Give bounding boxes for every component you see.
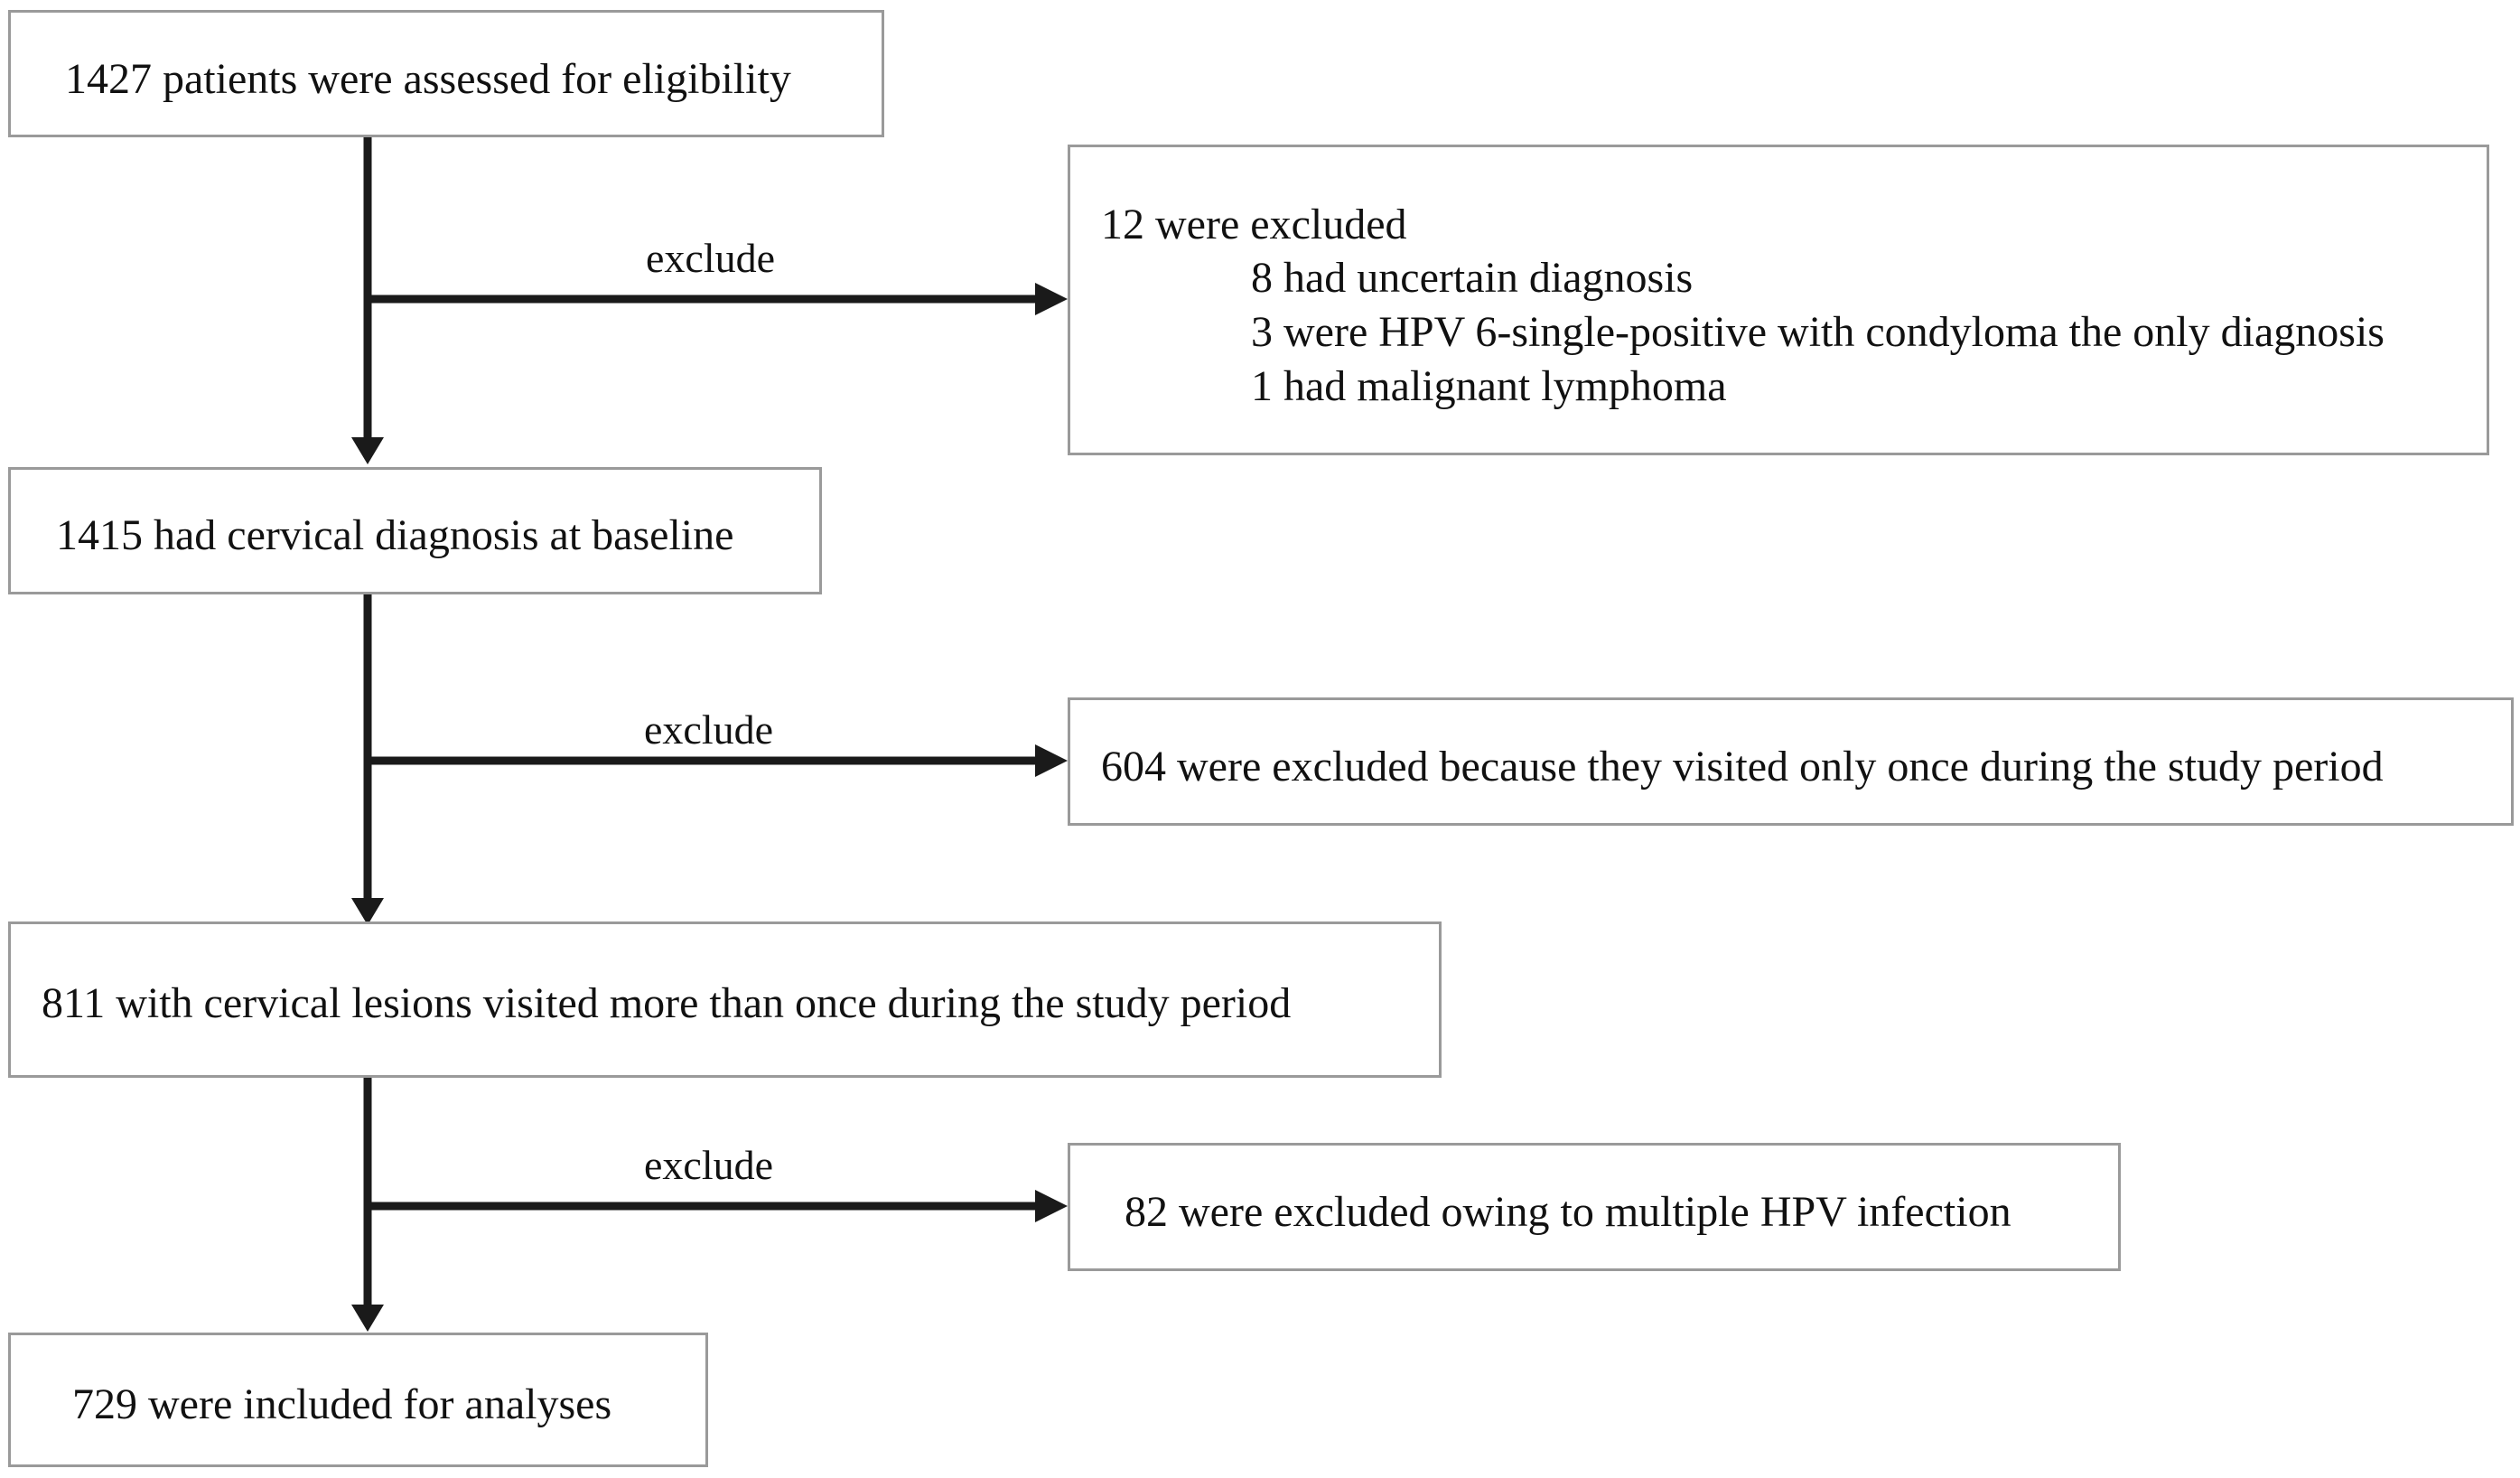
included-text: 729 were included for analyses (72, 1380, 612, 1428)
baseline-box: 1415 had cervical diagnosis at baseline (8, 467, 822, 594)
assessed-text: 1427 patients were assessed for eligibil… (65, 55, 791, 103)
arrowhead-down-3 (351, 1305, 384, 1332)
exclusion-1-item-3: 1 had malignant lymphoma (1251, 362, 1727, 410)
arrowhead-right-3 (1035, 1190, 1068, 1222)
multi-visit-text: 811 with cervical lesions visited more t… (42, 979, 1292, 1027)
baseline-text: 1415 had cervical diagnosis at baseline (56, 511, 734, 559)
assessed-box: 1427 patients were assessed for eligibil… (8, 10, 884, 137)
exclude-label-2: exclude (644, 706, 774, 753)
multi-visit-box: 811 with cervical lesions visited more t… (8, 921, 1442, 1078)
exclude-label-1: exclude (646, 235, 776, 281)
exclusion-box-3: 82 were excluded owing to multiple HPV i… (1068, 1143, 2121, 1271)
exclusion-1-title: 12 were excluded (1101, 201, 1407, 248)
exclusion-box-1: 12 were excluded 8 had uncertain diagnos… (1068, 145, 2489, 455)
exclusion-1-item-1: 8 had uncertain diagnosis (1251, 254, 1694, 302)
exclude-label-3: exclude (644, 1142, 774, 1188)
arrowhead-right-1 (1035, 283, 1068, 315)
exclusion-box-2: 604 were excluded because they visited o… (1068, 697, 2514, 826)
included-box: 729 were included for analyses (8, 1333, 708, 1467)
exclusion-3-text: 82 were excluded owing to multiple HPV i… (1125, 1188, 2011, 1236)
arrowhead-down-2 (351, 898, 384, 925)
arrowhead-down-1 (351, 437, 384, 464)
arrowhead-right-2 (1035, 744, 1068, 777)
exclusion-2-text: 604 were excluded because they visited o… (1101, 743, 2384, 790)
exclusion-1-item-2: 3 were HPV 6-single-positive with condyl… (1251, 308, 2385, 356)
